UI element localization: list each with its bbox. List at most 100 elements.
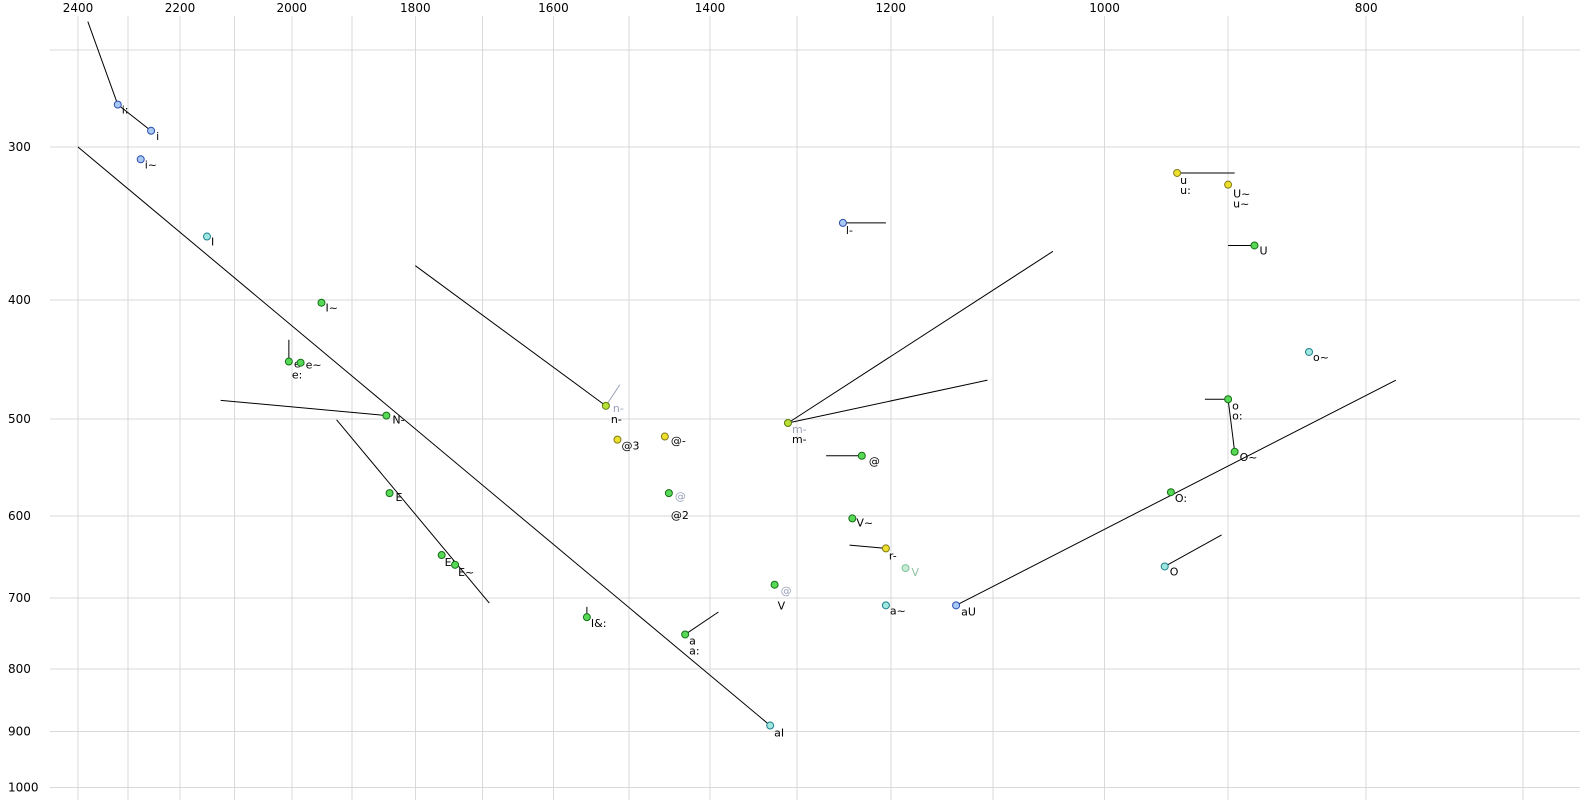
data-point-U[interactable] (1250, 241, 1259, 250)
point-label: N- (392, 414, 404, 427)
x-axis-tick-label: 2000 (277, 1, 308, 15)
y-axis-tick-label: 900 (8, 724, 31, 738)
data-point-E:[interactable] (437, 551, 446, 560)
data-point-V[interactable] (770, 580, 779, 589)
point-label: u~ (1233, 198, 1249, 211)
trace-line (684, 611, 719, 635)
point-label: aU (961, 605, 976, 618)
x-axis-tick-label: 800 (1355, 1, 1378, 15)
data-point-a~[interactable] (881, 601, 890, 610)
point-label: U~ (1233, 188, 1250, 201)
data-point-N-[interactable] (382, 411, 391, 420)
data-point-@3[interactable] (613, 435, 622, 444)
data-point-E[interactable] (385, 489, 394, 498)
point-label: a: (689, 644, 699, 657)
point-label: U (1259, 244, 1267, 257)
data-point-O~[interactable] (1230, 447, 1239, 456)
trace-line (77, 146, 771, 726)
point-label: n- (613, 402, 624, 415)
data-point-l-[interactable] (838, 218, 847, 227)
point-label: u (1180, 174, 1187, 187)
data-point-m-[interactable] (783, 419, 792, 428)
point-label: O (1170, 565, 1179, 578)
point-label: O: (1175, 492, 1187, 505)
point-label: @ (869, 455, 880, 468)
point-label: e: (292, 369, 302, 382)
data-point-I[interactable] (202, 232, 211, 241)
y-axis-tick-label: 600 (8, 509, 31, 523)
point-label: I&: (591, 617, 607, 630)
point-label: V (778, 600, 786, 613)
data-point-U~[interactable] (1224, 180, 1233, 189)
data-point-O:[interactable] (1166, 488, 1175, 497)
data-point-E~[interactable] (451, 560, 460, 569)
trace-line (220, 399, 387, 417)
trace-line (87, 21, 119, 105)
trace-line (415, 265, 607, 407)
point-label: o (1232, 399, 1239, 412)
data-point-i[interactable] (147, 126, 156, 135)
point-label: n- (611, 413, 622, 426)
data-point-a[interactable] (681, 630, 690, 639)
data-point-i:[interactable] (113, 100, 122, 109)
data-point-n-[interactable] (601, 401, 610, 410)
x-axis-tick-label: 1000 (1089, 1, 1120, 15)
point-label: m- (792, 423, 807, 436)
point-label: o~ (1313, 351, 1329, 364)
data-point-O[interactable] (1160, 562, 1169, 571)
x-axis-tick-label: 1200 (876, 1, 907, 15)
y-axis-tick-label: 500 (8, 412, 31, 426)
data-point-V~[interactable] (848, 514, 857, 523)
point-label: a (689, 634, 696, 647)
point-label: i (156, 130, 159, 143)
x-axis-tick-label: 2200 (165, 1, 196, 15)
data-point-I&:[interactable] (582, 613, 591, 622)
trace-line (605, 384, 621, 407)
data-point-i~[interactable] (136, 155, 145, 164)
x-axis-tick-label: 1600 (538, 1, 569, 15)
data-point-aI[interactable] (766, 721, 775, 730)
point-label: V (912, 566, 920, 579)
data-point-e~[interactable] (296, 358, 305, 367)
point-label: @ (781, 585, 792, 598)
data-point-o[interactable] (1224, 395, 1233, 404)
data-point-@2[interactable] (664, 489, 673, 498)
x-axis-tick-label: 2400 (63, 1, 94, 15)
point-label: a~ (890, 604, 906, 617)
point-label: @3 (621, 440, 639, 453)
data-point-e[interactable] (284, 357, 293, 366)
y-axis-tick-label: 1000 (8, 781, 39, 795)
data-point-u[interactable] (1173, 168, 1182, 177)
point-label: I (211, 236, 214, 249)
point-label: E: (445, 556, 456, 569)
data-point-V2[interactable] (901, 564, 910, 573)
trace-line (955, 379, 1397, 606)
data-point-o~[interactable] (1305, 347, 1314, 356)
data-point-aU[interactable] (952, 601, 961, 610)
point-label: e~ (306, 359, 322, 372)
point-label: i~ (145, 158, 157, 171)
trace-line (787, 250, 1054, 424)
point-label: @2 (671, 509, 689, 522)
trace-line (117, 104, 152, 132)
y-axis-tick-label: 300 (8, 140, 31, 154)
point-label: aI (774, 727, 784, 740)
trace-line (787, 379, 988, 424)
y-axis-tick-label: 700 (8, 591, 31, 605)
point-label: r- (889, 549, 897, 562)
x-axis-tick-label: 1800 (400, 1, 431, 15)
point-label: u: (1180, 184, 1191, 197)
data-point-@-[interactable] (660, 432, 669, 441)
data-point-I~[interactable] (317, 298, 326, 307)
trace-line (1227, 399, 1236, 452)
data-point-@[interactable] (857, 451, 866, 460)
point-label: E~ (458, 566, 474, 579)
trace-line (849, 544, 886, 549)
point-label: @ (675, 490, 686, 503)
point-label: @- (671, 435, 686, 448)
data-point-r-[interactable] (881, 544, 890, 553)
point-label: m- (792, 433, 807, 446)
point-label: o: (1232, 409, 1242, 422)
